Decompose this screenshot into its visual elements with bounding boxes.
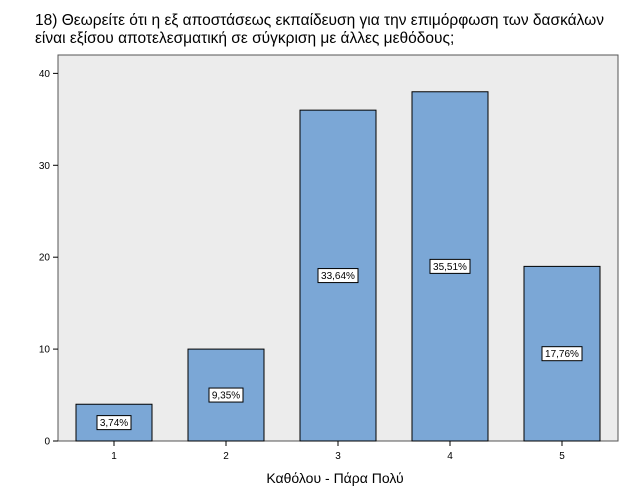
y-tick-label: 0: [44, 437, 50, 448]
data-label: 3,74%: [100, 418, 128, 429]
data-label-box: [208, 387, 244, 403]
x-tick-label: 3: [335, 451, 341, 462]
y-tick-label: 40: [39, 69, 51, 80]
data-label-box: [96, 415, 132, 431]
x-tick-label: 1: [111, 451, 117, 462]
y-tick-label: 10: [39, 345, 51, 356]
data-label: 35,51%: [433, 262, 467, 273]
y-tick-label: 20: [39, 253, 51, 264]
x-tick-label: 5: [559, 451, 565, 462]
data-label-box: [317, 268, 359, 284]
chart-title: 18) Θεωρείτε ότι η εξ αποστάσεως εκπαίδε…: [35, 12, 604, 47]
data-label-box: [541, 346, 583, 362]
data-label: 17,76%: [545, 349, 579, 360]
x-tick-label: 2: [223, 451, 229, 462]
x-tick-label: 4: [447, 451, 453, 462]
data-label-box: [429, 258, 471, 274]
bar: [75, 403, 153, 442]
y-tick-label: 30: [39, 161, 51, 172]
data-label: 33,64%: [321, 271, 355, 282]
x-axis-label: Καθόλου - Πάρα Πολύ: [266, 470, 403, 486]
data-label: 9,35%: [212, 391, 240, 402]
